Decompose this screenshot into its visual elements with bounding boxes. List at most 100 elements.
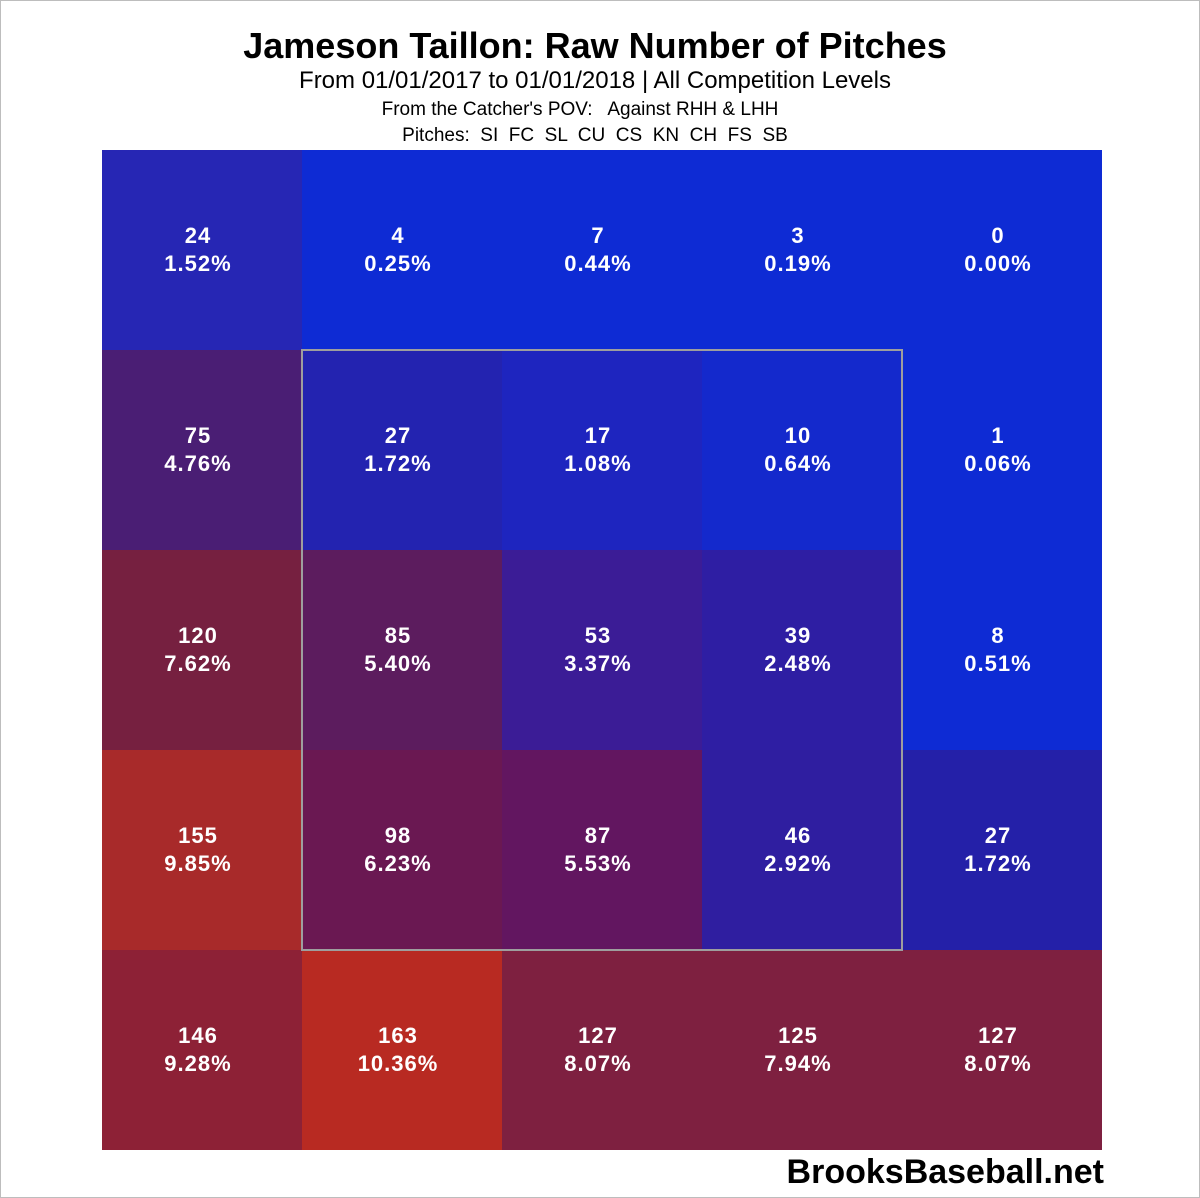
zone-cell-percent: 0.51% xyxy=(964,651,1031,676)
zone-cell-percent: 4.76% xyxy=(164,451,231,476)
zone-cell-r5-c3: 127 8.07% xyxy=(502,950,703,1150)
zone-cell-fill xyxy=(702,950,903,1150)
zone-cell-r5-c1: 146 9.28% xyxy=(102,950,303,1150)
zone-cell-fill xyxy=(902,550,1102,751)
zone-cell-percent: 8.07% xyxy=(564,1051,631,1076)
zone-cell-r1-c1: 24 1.52% xyxy=(102,150,303,351)
zone-cell-count: 87 xyxy=(585,823,611,848)
zone-heatmap: 24 1.52% 4 0.25% 7 0.44% 3 0.19% 0 0.00% 75 4.76% 27… xyxy=(102,150,1102,1150)
zone-cell-percent: 0.44% xyxy=(564,251,631,276)
zone-cell-count: 24 xyxy=(185,223,211,248)
zone-cell-fill xyxy=(902,350,1102,551)
zone-cell-count: 75 xyxy=(185,423,211,448)
zone-cell-percent: 5.40% xyxy=(364,651,431,676)
zone-cell-r3-c2: 85 5.40% xyxy=(302,550,503,751)
zone-cell-r5-c4: 125 7.94% xyxy=(702,950,903,1150)
chart-subtitle: From 01/01/2017 to 01/01/2018 | All Comp… xyxy=(299,67,891,94)
zone-cell-fill xyxy=(902,150,1102,351)
zone-cell-count: 53 xyxy=(585,623,611,648)
zone-cell-count: 10 xyxy=(785,423,811,448)
brooksbaseball-watermark: BrooksBaseball.net xyxy=(786,1153,1104,1191)
zone-cell-percent: 0.64% xyxy=(764,451,831,476)
zone-cell-r3-c3: 53 3.37% xyxy=(502,550,703,751)
zone-cell-fill xyxy=(502,350,703,551)
zone-cell-r4-c4: 46 2.92% xyxy=(702,750,903,951)
zone-cell-count: 17 xyxy=(585,423,611,448)
zone-cell-percent: 9.28% xyxy=(164,1051,231,1076)
zone-cell-fill xyxy=(702,150,903,351)
zone-cell-count: 85 xyxy=(385,623,411,648)
zone-cell-r4-c1: 155 9.85% xyxy=(102,750,303,951)
zone-cell-count: 27 xyxy=(985,823,1011,848)
zone-cell-fill xyxy=(502,550,703,751)
zone-cell-count: 39 xyxy=(785,623,811,648)
zone-cell-percent: 1.72% xyxy=(364,451,431,476)
zone-cell-count: 4 xyxy=(391,223,404,248)
chart-title: Jameson Taillon: Raw Number of Pitches xyxy=(243,25,947,66)
zone-cell-percent: 1.72% xyxy=(964,851,1031,876)
zone-cell-percent: 2.48% xyxy=(764,651,831,676)
zone-cell-percent: 0.00% xyxy=(964,251,1031,276)
strike-zone-outline xyxy=(301,349,903,951)
zone-cell-fill xyxy=(702,350,903,551)
zone-cell-fill xyxy=(102,950,303,1150)
zone-cell-fill xyxy=(702,550,903,751)
zone-cell-percent: 7.94% xyxy=(764,1051,831,1076)
zone-cell-r5-c2: 163 10.36% xyxy=(302,950,503,1150)
zone-cell-count: 127 xyxy=(978,1023,1018,1048)
zone-cell-count: 163 xyxy=(378,1023,418,1048)
zone-cell-fill xyxy=(302,950,503,1150)
zone-cell-fill xyxy=(302,750,503,951)
zone-cell-r3-c4: 39 2.48% xyxy=(702,550,903,751)
zone-cell-count: 98 xyxy=(385,823,411,848)
perspective-label: From the Catcher's POV: Against RHH & LH… xyxy=(381,99,779,120)
zone-cell-fill xyxy=(502,150,703,351)
zone-cell-count: 7 xyxy=(591,223,604,248)
zone-cell-r2-c5: 1 0.06% xyxy=(902,350,1102,551)
zone-cell-fill xyxy=(302,350,503,551)
zone-cell-fill xyxy=(102,550,303,751)
zone-cell-r4-c3: 87 5.53% xyxy=(502,750,703,951)
zone-cell-fill xyxy=(102,750,303,951)
zone-cell-count: 0 xyxy=(991,223,1004,248)
zone-cell-count: 8 xyxy=(991,623,1004,648)
zone-cell-percent: 5.53% xyxy=(564,851,631,876)
zone-cell-fill xyxy=(302,550,503,751)
zone-cell-percent: 0.19% xyxy=(764,251,831,276)
zone-cell-count: 1 xyxy=(991,423,1004,448)
zone-cell-percent: 6.23% xyxy=(364,851,431,876)
zone-cell-r2-c1: 75 4.76% xyxy=(102,350,303,551)
zone-cell-r1-c5: 0 0.00% xyxy=(902,150,1102,351)
zone-cell-fill xyxy=(502,750,703,951)
zone-cell-fill xyxy=(902,750,1102,951)
zone-cell-count: 120 xyxy=(178,623,218,648)
zone-cell-r4-c5: 27 1.72% xyxy=(902,750,1102,951)
zone-cell-r2-c4: 10 0.64% xyxy=(702,350,903,551)
zone-cell-percent: 0.25% xyxy=(364,251,431,276)
zone-cell-count: 127 xyxy=(578,1023,618,1048)
zone-cell-count: 46 xyxy=(785,823,811,848)
zone-cell-fill xyxy=(902,950,1102,1150)
zone-cell-r2-c2: 27 1.72% xyxy=(302,350,503,551)
zone-cell-percent: 8.07% xyxy=(964,1051,1031,1076)
zone-cell-count: 125 xyxy=(778,1023,818,1048)
zone-cell-fill xyxy=(702,750,903,951)
zone-cell-percent: 0.06% xyxy=(964,451,1031,476)
zone-cell-r2-c3: 17 1.08% xyxy=(502,350,703,551)
zone-cell-percent: 1.52% xyxy=(164,251,231,276)
zone-cell-percent: 7.62% xyxy=(164,651,231,676)
zone-cell-count: 146 xyxy=(178,1023,218,1048)
zone-cell-count: 155 xyxy=(178,823,218,848)
zone-cell-r4-c2: 98 6.23% xyxy=(302,750,503,951)
zone-cell-count: 27 xyxy=(385,423,411,448)
zone-cell-r3-c1: 120 7.62% xyxy=(102,550,303,751)
zone-cell-fill xyxy=(102,150,303,351)
zone-cell-percent: 3.37% xyxy=(564,651,631,676)
zone-cell-count: 3 xyxy=(791,223,804,248)
zone-cell-r1-c2: 4 0.25% xyxy=(302,150,503,351)
zone-cell-fill xyxy=(302,150,503,351)
zone-cell-percent: 10.36% xyxy=(358,1051,439,1076)
zone-cell-percent: 2.92% xyxy=(764,851,831,876)
zone-cell-r1-c3: 7 0.44% xyxy=(502,150,703,351)
zone-cell-r5-c5: 127 8.07% xyxy=(902,950,1102,1150)
